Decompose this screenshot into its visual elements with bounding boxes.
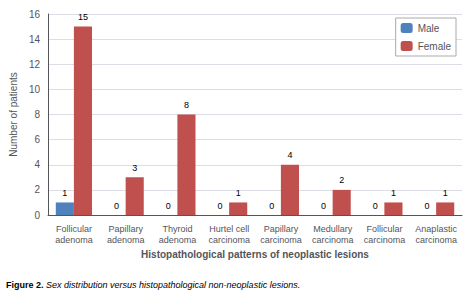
svg-text:3: 3 [132,163,137,173]
svg-text:Follicular: Follicular [366,224,402,234]
svg-text:carcinoma: carcinoma [364,235,406,245]
svg-text:Sex distribution versus histop: Sex distribution versus histopathologica… [44,280,301,290]
svg-text:0: 0 [373,201,378,211]
svg-text:1: 1 [236,188,241,198]
svg-text:10: 10 [29,84,41,95]
svg-text:carcinoma: carcinoma [260,235,302,245]
svg-text:0: 0 [269,201,274,211]
svg-text:16: 16 [29,9,41,20]
svg-text:15: 15 [78,12,88,22]
svg-text:8: 8 [34,109,40,120]
svg-text:carcinoma: carcinoma [312,235,354,245]
svg-text:0: 0 [321,201,326,211]
svg-text:adenoma: adenoma [55,235,93,245]
svg-text:12: 12 [29,59,41,70]
svg-text:2: 2 [34,184,40,195]
svg-text:0: 0 [114,201,119,211]
svg-text:carcinoma: carcinoma [208,235,250,245]
svg-text:0: 0 [34,210,40,221]
svg-text:Hurtel cell: Hurtel cell [209,224,249,234]
svg-text:4: 4 [34,159,40,170]
svg-text:14: 14 [29,34,41,45]
svg-text:Follicular: Follicular [56,224,92,234]
svg-text:Papillary: Papillary [108,224,143,234]
svg-text:adenoma: adenoma [159,235,197,245]
svg-text:Thyroid: Thyroid [162,224,192,234]
svg-text:1: 1 [62,188,67,198]
svg-text:Medullary: Medullary [313,224,353,234]
svg-text:Male: Male [418,23,440,34]
svg-text:0: 0 [425,201,430,211]
svg-text:Number of patients: Number of patients [8,72,19,157]
svg-text:Anaplastic: Anaplastic [415,224,457,234]
svg-text:Figure 2.: Figure 2. [6,280,44,290]
svg-text:0: 0 [166,201,171,211]
svg-text:4: 4 [287,150,292,160]
svg-text:Female: Female [418,41,452,52]
svg-text:6: 6 [34,134,40,145]
svg-text:Histopathological patterns of: Histopathological patterns of neoplastic… [141,249,369,260]
svg-text:carcinoma: carcinoma [415,235,457,245]
svg-text:1: 1 [391,188,396,198]
svg-text:1: 1 [443,188,448,198]
svg-text:8: 8 [184,100,189,110]
svg-text:adenoma: adenoma [107,235,145,245]
svg-text:0: 0 [218,201,223,211]
svg-text:Papillary: Papillary [264,224,299,234]
svg-text:2: 2 [339,175,344,185]
